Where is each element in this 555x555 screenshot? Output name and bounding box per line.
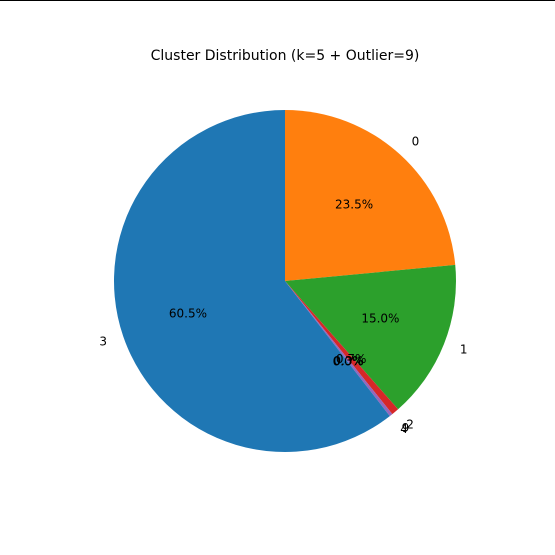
slice-label-4: 4 — [400, 422, 408, 436]
slice-percent-1: 15.0% — [361, 311, 399, 325]
pie-labels: 0 23.5% 1 15.0% 2 0.7% 9 0.3% 4 0.0% 3 60.5% — [99, 134, 467, 436]
slice-label-1: 1 — [460, 343, 468, 357]
slice-percent-2: 0.7% — [336, 352, 367, 366]
slice-label-3: 3 — [99, 334, 107, 348]
pie-slice-0 — [285, 110, 456, 281]
pie-slice-1 — [285, 264, 456, 410]
top-border — [0, 0, 555, 1]
slice-percent-9: 0.3% — [333, 354, 364, 368]
slice-label-2: 2 — [406, 417, 414, 431]
pie-slices — [114, 110, 456, 452]
pie-slice-2 — [285, 281, 399, 415]
slice-label-9: 9 — [402, 421, 410, 435]
slice-percent-3: 60.5% — [169, 307, 207, 321]
slice-percent-0: 23.5% — [335, 198, 373, 212]
chart-title: Cluster Distribution (k=5 + Outlier=9) — [151, 48, 420, 64]
slice-label-0: 0 — [412, 134, 420, 148]
pie-slice-3 — [114, 110, 390, 452]
pie-slice-9 — [285, 281, 393, 417]
slice-percent-4: 0.0% — [333, 355, 364, 369]
